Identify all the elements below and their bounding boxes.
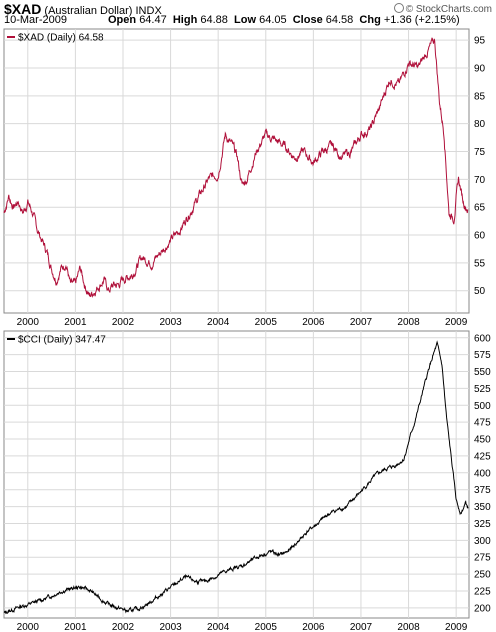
y-tick-label: 90 [474,63,486,74]
legend-label: $CCI (Daily) 347.47 [18,335,106,346]
x-tick-label: 2005 [255,622,278,632]
brand-logo-icon [393,3,404,13]
x-tick-label: 2003 [159,317,182,328]
y-tick-label: 80 [474,119,486,130]
y-tick-label: 525 [474,384,491,395]
symbol-description: (Australian Dollar) INDX [44,5,162,17]
plot-area-1 [3,28,470,314]
high-label: High [172,14,198,26]
x-tick-label: 2009 [445,317,468,328]
y-tick-label: 300 [474,536,491,547]
y-tick-label: 325 [474,519,491,530]
brand-text: © StockCharts.com [405,4,492,15]
y-tick-label: 225 [474,586,491,597]
y-tick-label: 350 [474,502,491,513]
series-line-1 [3,37,469,298]
high-value: 64.88 [200,14,228,26]
series-line-2 [3,340,469,615]
x-tick-label: 2002 [112,622,135,632]
x-tick-label: 2008 [397,622,420,632]
y-tick-label: 250 [474,570,491,581]
y-tick-label: 425 [474,451,491,462]
close-value: 64.58 [325,14,354,26]
x-tick-label: 2004 [207,317,230,328]
y-tick-label: 65 [474,203,486,214]
y-tick-label: 475 [474,418,491,429]
x-tick-label: 2000 [17,622,40,632]
close-label: Close [292,14,323,26]
x-tick-label: 2002 [112,317,135,328]
low-value: 64.05 [259,14,287,26]
x-tick-label: 2009 [445,622,468,632]
y-tick-label: 575 [474,350,491,361]
y-tick-label: 400 [474,468,491,479]
low-label: Low [234,14,257,26]
brand-watermark[interactable]: © StockCharts.com [393,3,492,15]
chg-value: +1.36 (+2.15%) [383,14,460,26]
y-tick-label: 450 [474,435,491,446]
open-label: Open [108,14,137,26]
x-tick-label: 2007 [350,622,373,632]
x-tick-label: 2000 [17,317,40,328]
open-value: 64.47 [139,14,167,26]
y-tick-label: 85 [474,91,486,102]
x-tick-label: 2005 [255,317,278,328]
plot-area-2 [3,330,470,619]
chart-date: 10-Mar-2009 [4,14,67,26]
x-tick-label: 2006 [302,317,325,328]
x-tick-label: 2004 [207,622,230,632]
legend-label: $XAD (Daily) 64.58 [18,33,104,44]
y-tick-label: 550 [474,367,491,378]
x-tick-label: 2003 [159,622,182,632]
y-tick-label: 500 [474,401,491,412]
x-tick-label: 2006 [302,622,325,632]
symbol: $XAD [4,1,42,17]
y-tick-label: 50 [474,286,486,297]
y-tick-label: 55 [474,258,486,269]
x-tick-label: 2008 [397,317,420,328]
y-tick-label: 275 [474,553,491,564]
y-tick-label: 95 [474,36,486,47]
y-tick-label: 375 [474,485,491,496]
y-tick-label: 75 [474,147,486,158]
x-tick-label: 2001 [64,622,87,632]
x-tick-label: 2001 [64,317,87,328]
chart-header: $XAD (Australian Dollar) INDX [4,1,162,17]
y-tick-label: 200 [474,603,491,614]
y-tick-label: 600 [474,333,491,344]
chg-label: Chg [359,14,381,26]
x-tick-label: 2007 [350,317,373,328]
ohlc-summary: Open 64.47 High 64.88 Low 64.05 Close 64… [108,14,460,26]
y-tick-label: 70 [474,175,486,186]
y-tick-label: 60 [474,231,486,242]
